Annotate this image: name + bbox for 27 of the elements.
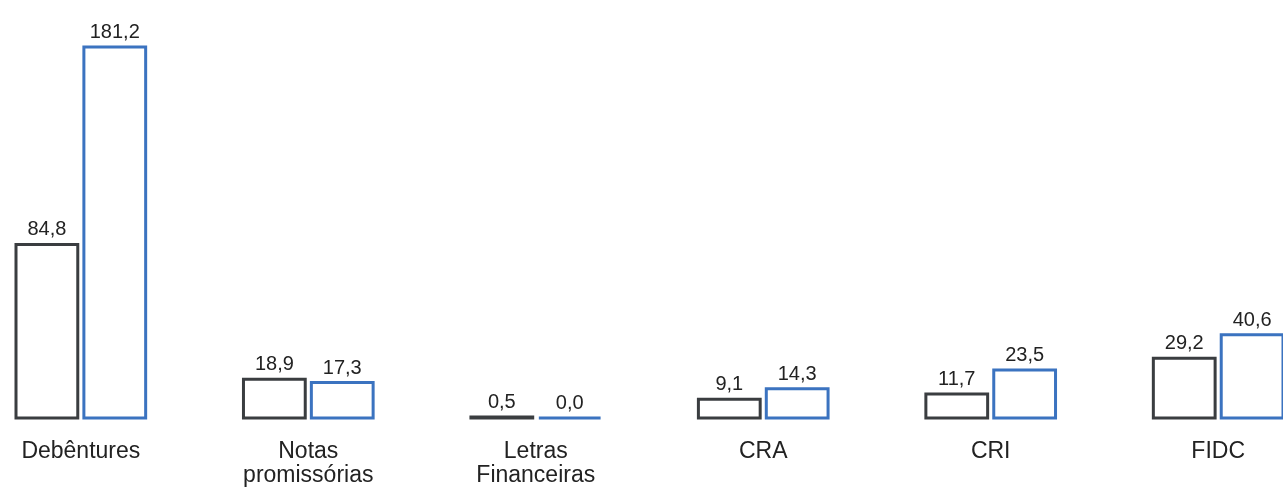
data-label: 23,5 <box>1005 342 1045 365</box>
bar <box>696 397 762 420</box>
data-label: 181,2 <box>89 20 140 42</box>
bar <box>82 45 148 420</box>
x-tick-label: Notas promissórias <box>243 436 374 487</box>
x-tick-label: FIDC <box>1191 436 1246 463</box>
x-tick-label: Letras Financeiras <box>476 436 596 487</box>
bar <box>309 381 375 420</box>
data-label: 9,1 <box>715 372 744 395</box>
bar <box>992 368 1058 420</box>
data-label: 40,6 <box>1232 307 1272 330</box>
x-tick-label: Debêntures <box>21 436 141 463</box>
data-label: 0,0 <box>555 391 584 413</box>
data-label: 18,9 <box>254 352 294 375</box>
bar <box>14 242 80 420</box>
x-tick-label: CRA <box>738 436 789 463</box>
data-label: 0,5 <box>487 389 516 412</box>
bar <box>1151 356 1217 420</box>
data-label: 17,3 <box>322 355 362 378</box>
bar <box>924 392 990 420</box>
bar <box>241 377 307 420</box>
data-label: 84,8 <box>27 217 67 240</box>
data-label: 11,7 <box>938 367 976 390</box>
bar <box>764 387 830 420</box>
data-label: 14,3 <box>777 361 817 384</box>
x-tick-label: CRI <box>970 436 1011 463</box>
data-label: 29,2 <box>1164 331 1204 354</box>
